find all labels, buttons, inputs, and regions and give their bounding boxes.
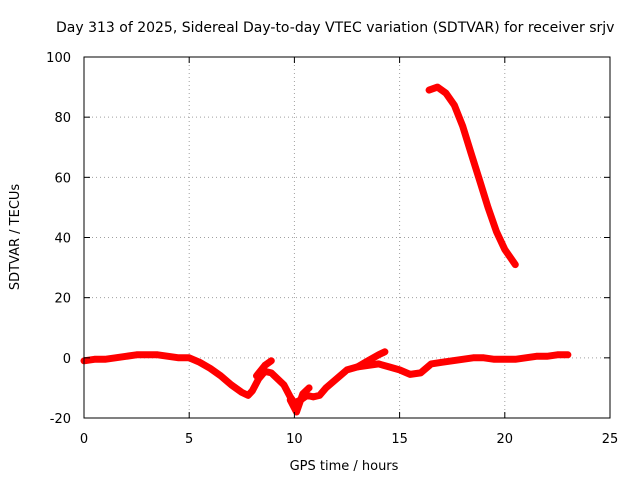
x-tick-label: 10 [286, 432, 303, 447]
series-line-evening-branch [354, 348, 389, 371]
y-tick-label: 80 [54, 111, 71, 126]
axis-ticks: 0 5 10 15 20 25 -20 0 20 40 60 80 100 [46, 51, 618, 447]
plot-border [83, 56, 611, 419]
x-tick-label: 15 [391, 432, 408, 447]
series-line-high-arc [425, 83, 519, 269]
chart-title: Day 313 of 2025, Sidereal Day-to-day VTE… [56, 20, 614, 36]
x-axis-label: GPS time / hours [290, 459, 399, 474]
x-tick-label: 0 [80, 432, 88, 447]
series-line-early-branch [286, 384, 313, 416]
x-tick-label: 20 [497, 432, 514, 447]
y-axis-label: SDTVAR / TECUs [8, 184, 23, 291]
series-line-srjv-branch [253, 357, 275, 380]
x-tick-label: 25 [602, 432, 619, 447]
y-tick-label: 100 [46, 51, 71, 66]
data-series [80, 83, 572, 416]
x-tick-label: 5 [185, 432, 193, 447]
y-tick-label: 60 [54, 171, 71, 186]
y-tick-label: 40 [54, 232, 71, 247]
series-line-main-track [80, 351, 572, 407]
grid-lines [84, 57, 610, 418]
y-tick-label: -20 [50, 412, 71, 427]
y-tick-label: 0 [63, 352, 71, 367]
y-tick-label: 20 [54, 292, 71, 307]
